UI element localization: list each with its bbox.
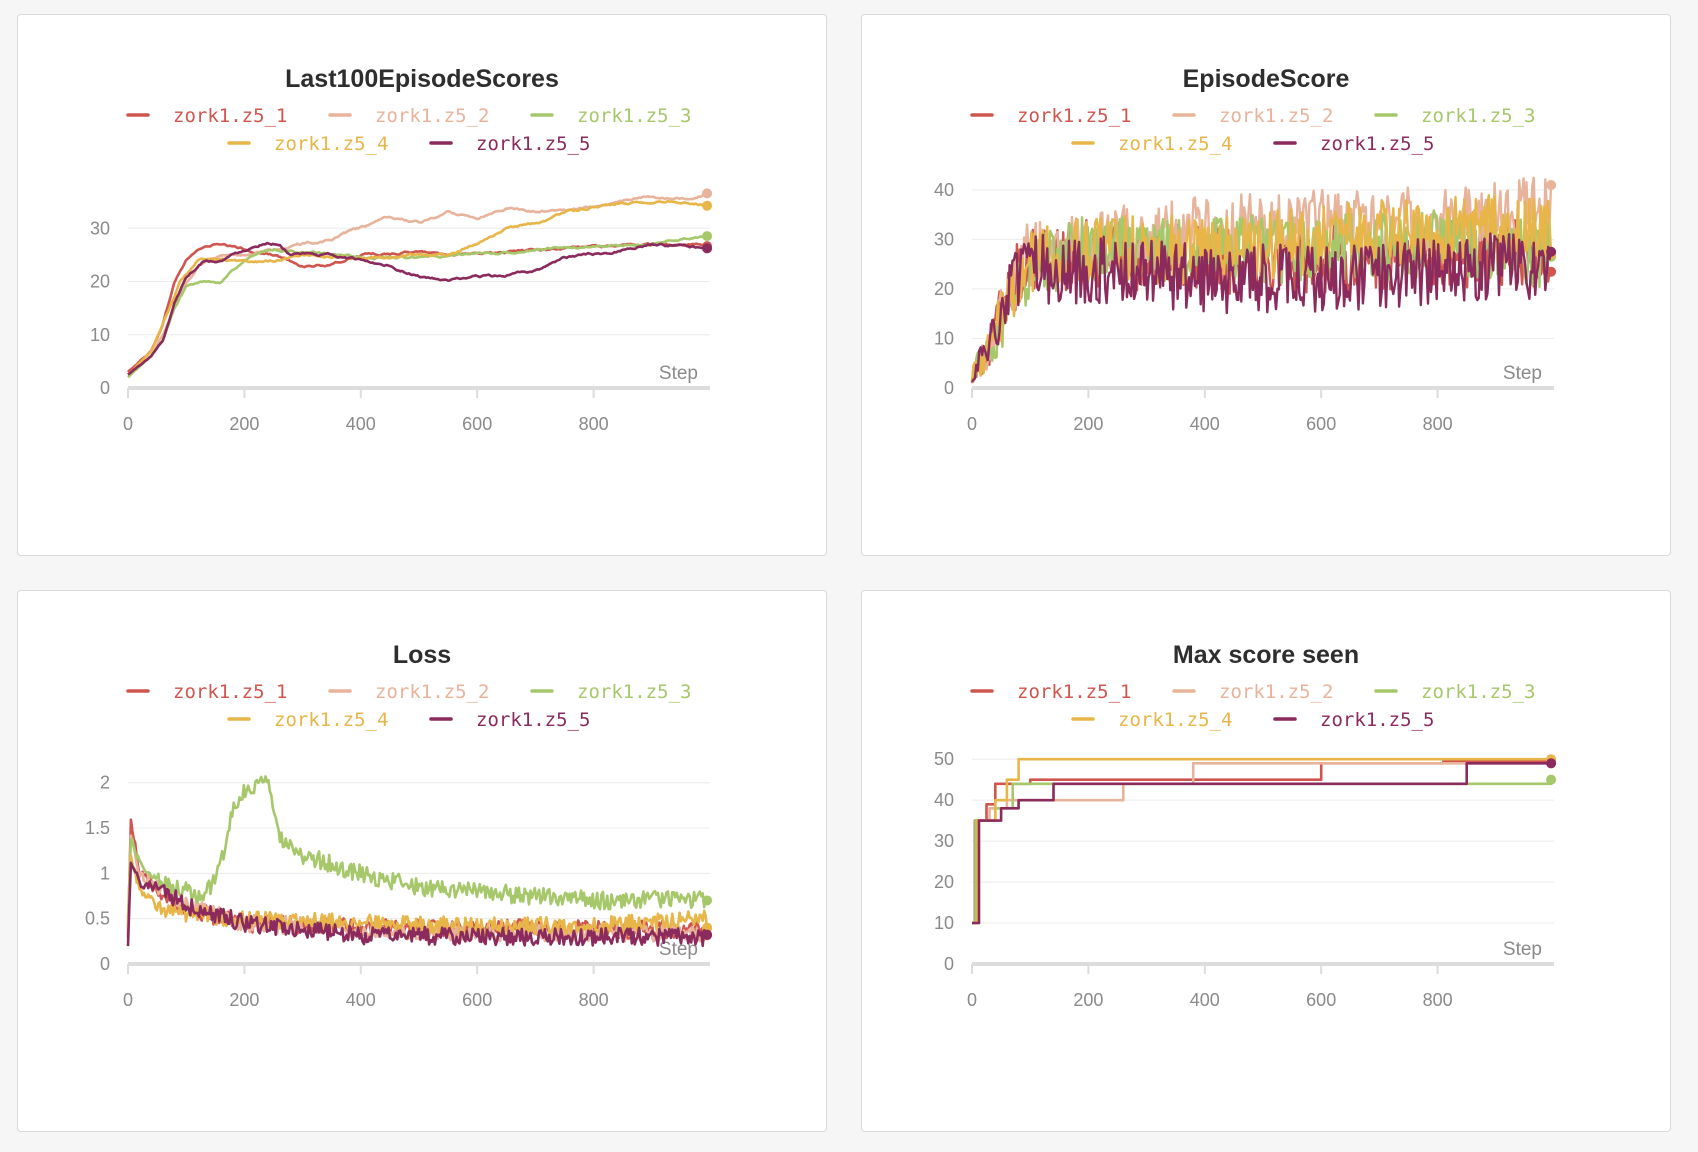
legend-label-zork1-z5-3[interactable]: zork1.z5_3 [577, 681, 691, 703]
x-tick-label: 0 [123, 414, 133, 434]
x-tick-label: 800 [1423, 414, 1453, 434]
series-line-zork1-z5-3 [127, 234, 708, 379]
chart-title: Max score seen [1173, 641, 1359, 669]
series-line-zork1-z5-5 [972, 762, 1552, 925]
chart-svg: EpisodeScore zork1.z5_1 zork1.z5_2 zork1.z5… [934, 65, 1557, 434]
x-tick-label: 800 [579, 414, 609, 434]
legend-label-zork1-z5-2[interactable]: zork1.z5_2 [1219, 681, 1333, 703]
legend-label-zork1-z5-4[interactable]: zork1.z5_4 [1118, 133, 1232, 155]
series-line-zork1-z5-5 [127, 241, 708, 376]
legend-label-zork1-z5-2[interactable]: zork1.z5_2 [1219, 105, 1333, 127]
x-tick-label: 800 [1423, 990, 1453, 1010]
x-tick-label: 200 [229, 414, 259, 434]
x-tick-label: 200 [1073, 414, 1103, 434]
y-tick-label: 1 [100, 863, 110, 883]
legend-label-zork1-z5-2[interactable]: zork1.z5_2 [375, 681, 489, 703]
y-tick-label: 10 [934, 328, 954, 348]
chart-panel-loss: Loss zork1.z5_1 zork1.z5_2 zork1.z5_3 zork1.… [17, 590, 827, 1132]
legend-label-zork1-z5-5[interactable]: zork1.z5_5 [476, 709, 590, 731]
y-tick-label: 0 [944, 954, 954, 974]
series-end-point-zork1-z5-1 [1546, 266, 1557, 277]
y-tick-label: 10 [934, 913, 954, 933]
y-tick-label: 40 [934, 180, 954, 200]
y-tick-label: 0 [100, 954, 110, 974]
x-tick-label: 0 [967, 414, 977, 434]
series-line-zork1-z5-3 [970, 209, 1553, 383]
series-line-zork1-z5-2 [972, 762, 1552, 925]
legend-label-zork1-z5-4[interactable]: zork1.z5_4 [274, 133, 388, 155]
chart-title: Loss [393, 641, 451, 669]
y-tick-label: 20 [90, 272, 110, 292]
x-tick-label: 600 [462, 414, 492, 434]
series-line-zork1-z5-2 [127, 192, 708, 376]
x-axis-label: Step [1503, 939, 1542, 960]
y-tick-label: 50 [934, 749, 954, 769]
x-tick-label: 200 [229, 990, 259, 1010]
series-line-zork1-z5-1 [972, 759, 1552, 925]
x-axis-label: Step [659, 363, 698, 384]
series-end-point-zork1-z5-3 [702, 895, 713, 906]
y-tick-label: 30 [90, 218, 110, 238]
series-end-point-zork1-z5-5 [702, 929, 713, 940]
x-tick-label: 800 [579, 990, 609, 1010]
legend-label-zork1-z5-1[interactable]: zork1.z5_1 [173, 105, 287, 127]
y-tick-label: 0 [944, 378, 954, 398]
x-tick-label: 0 [967, 990, 977, 1010]
series-end-point-zork1-z5-4 [702, 200, 713, 211]
y-tick-label: 2 [100, 773, 110, 793]
series-end-point-zork1-z5-2 [1546, 180, 1557, 191]
legend-label-zork1-z5-5[interactable]: zork1.z5_5 [1320, 133, 1434, 155]
series-end-point-zork1-z5-5 [1546, 758, 1557, 769]
y-tick-label: 20 [934, 279, 954, 299]
chart-svg: Loss zork1.z5_1 zork1.z5_2 zork1.z5_3 zork1.… [85, 641, 713, 1010]
x-tick-label: 600 [1306, 990, 1336, 1010]
chart-panel-max-score-seen: Max score seen zork1.z5_1 zork1.z5_2 zork1.… [861, 590, 1671, 1132]
y-tick-label: 20 [934, 872, 954, 892]
x-tick-label: 600 [1306, 414, 1336, 434]
y-tick-label: 0.5 [85, 909, 110, 929]
series-end-point-zork1-z5-2 [702, 188, 713, 199]
y-tick-label: 40 [934, 790, 954, 810]
x-axis-label: Step [1503, 363, 1542, 384]
series-line-zork1-z5-5 [970, 232, 1553, 383]
x-tick-label: 400 [346, 990, 376, 1010]
legend-label-zork1-z5-3[interactable]: zork1.z5_3 [1421, 681, 1535, 703]
legend-label-zork1-z5-2[interactable]: zork1.z5_2 [375, 105, 489, 127]
legend-label-zork1-z5-1[interactable]: zork1.z5_1 [173, 681, 287, 703]
legend-label-zork1-z5-4[interactable]: zork1.z5_4 [274, 709, 388, 731]
y-tick-label: 30 [934, 229, 954, 249]
y-tick-label: 10 [90, 325, 110, 345]
series-end-point-zork1-z5-5 [702, 243, 713, 254]
legend-label-zork1-z5-3[interactable]: zork1.z5_3 [577, 105, 691, 127]
series-end-point-zork1-z5-5 [1546, 246, 1557, 257]
series-line-zork1-z5-3 [126, 775, 709, 920]
chart-svg: Last100EpisodeScores zork1.z5_1 zork1.z5_2… [90, 65, 713, 434]
y-tick-label: 30 [934, 831, 954, 851]
series-end-point-zork1-z5-3 [702, 231, 713, 242]
chart-panel-episodescore: EpisodeScore zork1.z5_1 zork1.z5_2 zork1.z5… [861, 14, 1671, 556]
chart-title: EpisodeScore [1183, 65, 1350, 93]
x-tick-label: 200 [1073, 990, 1103, 1010]
legend-label-zork1-z5-5[interactable]: zork1.z5_5 [1320, 709, 1434, 731]
x-tick-label: 600 [462, 990, 492, 1010]
series-line-zork1-z5-4 [127, 199, 708, 376]
series-end-point-zork1-z5-3 [1546, 774, 1557, 785]
series-line-zork1-z5-5 [126, 861, 709, 948]
y-tick-label: 0 [100, 378, 110, 398]
x-tick-label: 0 [123, 990, 133, 1010]
x-tick-label: 400 [346, 414, 376, 434]
chart-title: Last100EpisodeScores [285, 65, 559, 93]
chart-svg: Max score seen zork1.z5_1 zork1.z5_2 zork1.… [934, 641, 1557, 1010]
legend-label-zork1-z5-1[interactable]: zork1.z5_1 [1017, 681, 1131, 703]
legend-label-zork1-z5-3[interactable]: zork1.z5_3 [1421, 105, 1535, 127]
chart-panel-last100episodescores: Last100EpisodeScores zork1.z5_1 zork1.z5_2… [17, 14, 827, 556]
legend-label-zork1-z5-4[interactable]: zork1.z5_4 [1118, 709, 1232, 731]
x-tick-label: 400 [1190, 414, 1220, 434]
x-tick-label: 400 [1190, 990, 1220, 1010]
y-tick-label: 1.5 [85, 818, 110, 838]
legend-label-zork1-z5-5[interactable]: zork1.z5_5 [476, 133, 590, 155]
legend-label-zork1-z5-1[interactable]: zork1.z5_1 [1017, 105, 1131, 127]
